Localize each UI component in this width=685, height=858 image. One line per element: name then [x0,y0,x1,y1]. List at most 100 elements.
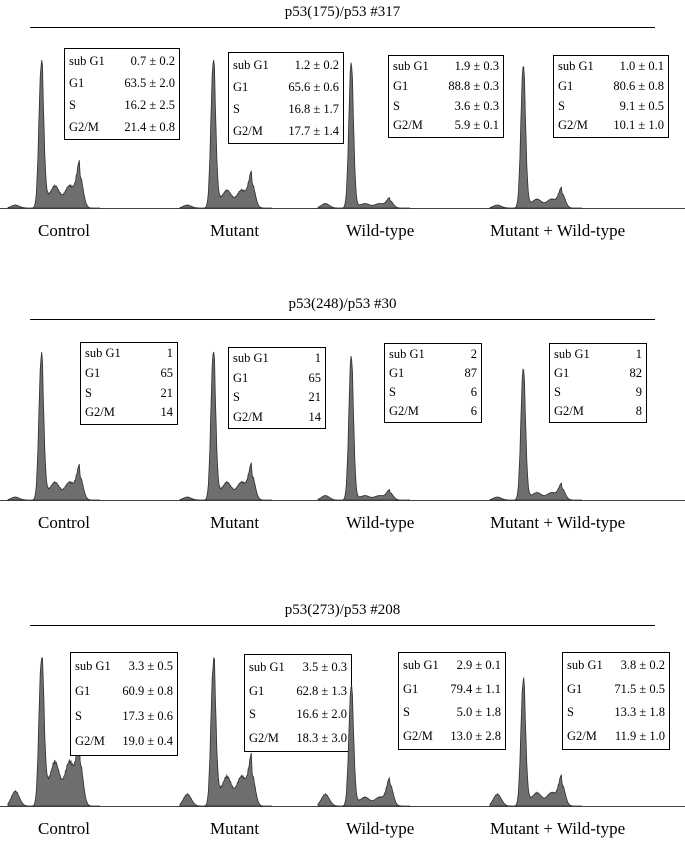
stat-phase-label: sub G1 [389,347,425,361]
histogram-svg [179,656,272,807]
stat-phase-label: sub G1 [233,58,269,72]
panel-title: p53(248)/p53 #30 [288,296,397,312]
stat-value: 60.9 ± 0.8 [122,684,173,698]
stat-row: G2/M 11.9 ± 1.0 [567,725,665,749]
stat-value: 21.4 ± 0.8 [124,120,175,134]
histogram-panel: p53(175)/p53 #317 sub G1 0.7 ± 0.2 G1 63.5 ±… [0,0,685,260]
histogram-svg [489,677,582,807]
stat-value: 10.1 ± 1.0 [613,118,664,133]
stat-value: 11.9 ± 1.0 [614,728,665,743]
stat-phase-label: sub G1 [85,346,121,360]
stat-value: 1.2 ± 0.2 [294,58,339,72]
stat-value: 16.8 ± 1.7 [288,102,339,116]
stat-value: 65.6 ± 0.6 [288,80,339,94]
condition-label: Mutant [210,513,260,532]
stat-value: 2 [470,347,477,361]
stat-row: G1 87 [389,364,477,383]
stat-phase-label: G1 [233,80,249,94]
stat-phase-label: sub G1 [403,658,439,672]
stat-value: 16.6 ± 2.0 [296,707,347,721]
cell-cycle-stats-box: sub G1 3.8 ± 0.2 G1 71.5 ± 0.5 S 13.3 ± 1.8 G2… [562,652,670,750]
stat-phase-label: G2/M [567,728,597,743]
cell-cycle-stats-box: sub G1 1 G1 65 S 21 G2/M 14 [228,347,326,429]
stat-value: 16.2 ± 2.5 [124,98,175,112]
stat-row: G1 88.8 ± 0.3 [393,77,499,97]
stat-row: S 5.0 ± 1.8 [403,701,501,725]
stat-phase-label: G1 [69,76,85,90]
cell-cycle-stats-box: sub G1 1.0 ± 0.1 G1 80.6 ± 0.8 S 9.1 ± 0.5 G2/… [553,55,669,138]
stat-phase-label: S [233,390,240,404]
stat-row: sub G1 1 [233,349,321,369]
stat-row: sub G1 1.9 ± 0.3 [393,57,499,77]
histogram-area [317,684,410,807]
stat-row: G2/M 21.4 ± 0.8 [69,116,175,138]
histogram-svg [317,62,410,209]
stat-row: S 13.3 ± 1.8 [567,701,665,725]
stat-value: 87 [464,366,478,380]
condition-label: Control [38,513,90,532]
stat-row: G1 60.9 ± 0.8 [75,679,173,704]
stat-phase-label: G2/M [389,404,419,418]
histogram-svg [7,351,100,501]
stat-value: 13.0 ± 2.8 [450,728,501,743]
stat-value: 21 [160,385,174,400]
stat-phase-label: G2/M [558,118,588,133]
stat-phase-label: S [389,385,396,399]
title-rule [30,319,655,320]
stat-value: 80.6 ± 0.8 [613,78,664,93]
stat-phase-label: G1 [389,366,405,380]
stat-phase-label: S [85,385,92,400]
stat-phase-label: S [554,385,561,399]
condition-label: Mutant + Wild-type [490,513,626,532]
condition-label: Mutant [210,819,260,838]
stat-value: 3.6 ± 0.3 [454,98,499,113]
stat-row: G1 65 [85,364,173,384]
stat-phase-label: S [393,98,400,113]
stat-row: G2/M 19.0 ± 0.4 [75,729,173,754]
title-rule [30,27,655,28]
stat-phase-label: G2/M [69,120,99,134]
stat-value: 6 [470,404,477,418]
stat-row: S 16.6 ± 2.0 [249,703,347,727]
histogram-panel: p53(248)/p53 #30 sub G1 1 G1 65 S 21 G2/M 14 Cont… [0,292,685,552]
condition-label: Wild-type [346,819,415,838]
stat-value: 6 [470,385,477,399]
stat-phase-label: sub G1 [75,659,111,673]
stat-phase-label: G2/M [85,405,115,420]
stat-row: sub G1 2 [389,345,477,364]
stat-row: sub G1 1.2 ± 0.2 [233,54,339,76]
stat-phase-label: sub G1 [558,59,594,73]
condition-label: Wild-type [346,513,415,532]
condition-label: Control [38,819,90,838]
stat-phase-label: G1 [233,370,249,385]
stat-row: sub G1 1 [85,344,173,364]
stat-value: 5.0 ± 1.8 [456,705,501,719]
stat-phase-label: S [558,98,565,113]
stat-row: S 17.3 ± 0.6 [75,704,173,729]
histogram-svg [317,355,410,501]
stat-phase-label: S [567,705,574,719]
stat-row: G1 65 [233,369,321,389]
stat-phase-label: sub G1 [233,351,269,365]
stat-row: S 16.2 ± 2.5 [69,94,175,116]
histogram-svg [317,684,410,807]
condition-label: Control [38,221,90,240]
stat-value: 18.3 ± 3.0 [296,730,347,745]
stat-value: 13.3 ± 1.8 [614,705,665,719]
stat-value: 62.8 ± 1.3 [296,683,347,698]
histogram-baseline [0,806,685,807]
stat-row: G2/M 18.3 ± 3.0 [249,727,347,751]
stat-value: 5.9 ± 0.1 [454,118,499,133]
stat-row: sub G1 3.8 ± 0.2 [567,654,665,678]
stat-row: G1 80.6 ± 0.8 [558,77,664,97]
stat-value: 1.0 ± 0.1 [619,59,664,73]
stat-row: G1 63.5 ± 2.0 [69,72,175,94]
histogram-svg [7,59,100,209]
stat-phase-label: sub G1 [554,347,590,361]
stat-row: G1 82 [554,364,642,383]
cell-cycle-stats-box: sub G1 2.9 ± 0.1 G1 79.4 ± 1.1 S 5.0 ± 1.8 G2/… [398,652,506,750]
histogram-area [317,355,410,501]
condition-label: Mutant + Wild-type [490,221,626,240]
